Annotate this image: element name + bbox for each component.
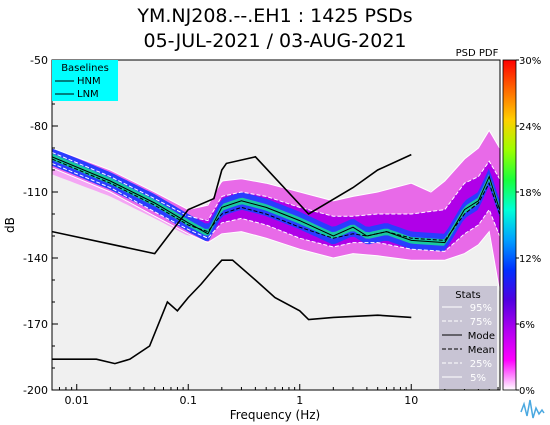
- p5-legend-label: 5%: [470, 373, 486, 384]
- x-axis: 0.01 0.1 1 10: [51, 384, 499, 407]
- stats-legend: Stats 95% 75% Mode Mean 25% 5%: [439, 286, 497, 389]
- p25-curve: [52, 162, 500, 252]
- baselines-legend-title: Baselines: [61, 63, 109, 74]
- colorbar-tick-label: 6%: [519, 320, 535, 331]
- y-axis-label: dB: [3, 217, 17, 233]
- curves-layer: [52, 129, 500, 365]
- y-tick-label: -170: [23, 318, 48, 331]
- pdf-density-band: [52, 148, 500, 252]
- baselines-legend: Baselines HNM LNM: [52, 60, 118, 101]
- chart-title-line2: 05-JUL-2021 / 03-AUG-2021: [143, 30, 407, 52]
- colorbar-ticks: 30% 24% 18% 12% 6% 0%: [516, 56, 541, 397]
- x-tick-label: 0.01: [64, 394, 89, 407]
- colorbar-tick-label: 24%: [519, 122, 541, 133]
- mean-legend-label: Mean: [468, 345, 495, 356]
- lnm-legend-label: LNM: [77, 89, 99, 100]
- logo-icon: [520, 399, 545, 419]
- colorbar: [502, 59, 517, 391]
- y-tick-label: -50: [30, 54, 48, 67]
- colorbar-tick-label: 30%: [519, 56, 541, 67]
- y-tick-label: -80: [30, 120, 48, 133]
- x-tick-label: 0.1: [179, 394, 197, 407]
- y-tick-label: -200: [23, 384, 48, 397]
- mode-legend-label: Mode: [468, 331, 495, 342]
- pdf-density-band: [52, 153, 500, 246]
- plot-frame: [51, 59, 501, 391]
- p5-curve: [52, 167, 500, 292]
- y-tick-label: -110: [23, 186, 48, 199]
- hnm-curve: [52, 153, 412, 255]
- colorbar-label: PSD PDF: [456, 48, 499, 59]
- mean-curve: [52, 158, 500, 241]
- lnm-curve: [52, 259, 412, 365]
- hnm-legend-label: HNM: [77, 76, 101, 87]
- p75-legend-label: 75%: [470, 317, 492, 328]
- p75-curve: [52, 151, 500, 222]
- x-axis-label: Frequency (Hz): [230, 408, 321, 422]
- colorbar-tick-label: 0%: [519, 386, 535, 397]
- x-tick-label: 10: [404, 394, 418, 407]
- colorbar-tick-label: 18%: [519, 188, 541, 199]
- mode-curve: [52, 156, 500, 244]
- colorbar-tick-label: 12%: [519, 254, 541, 265]
- stats-legend-title: Stats: [455, 290, 481, 301]
- p25-legend-label: 25%: [470, 359, 492, 370]
- x-tick-label: 1: [296, 394, 303, 407]
- p95-legend-label: 95%: [470, 303, 492, 314]
- stats-legend-box: [439, 286, 497, 389]
- y-tick-label: -140: [23, 252, 48, 265]
- chart-title-line1: YM.NJ208.--.EH1 : 1425 PSDs: [137, 5, 413, 27]
